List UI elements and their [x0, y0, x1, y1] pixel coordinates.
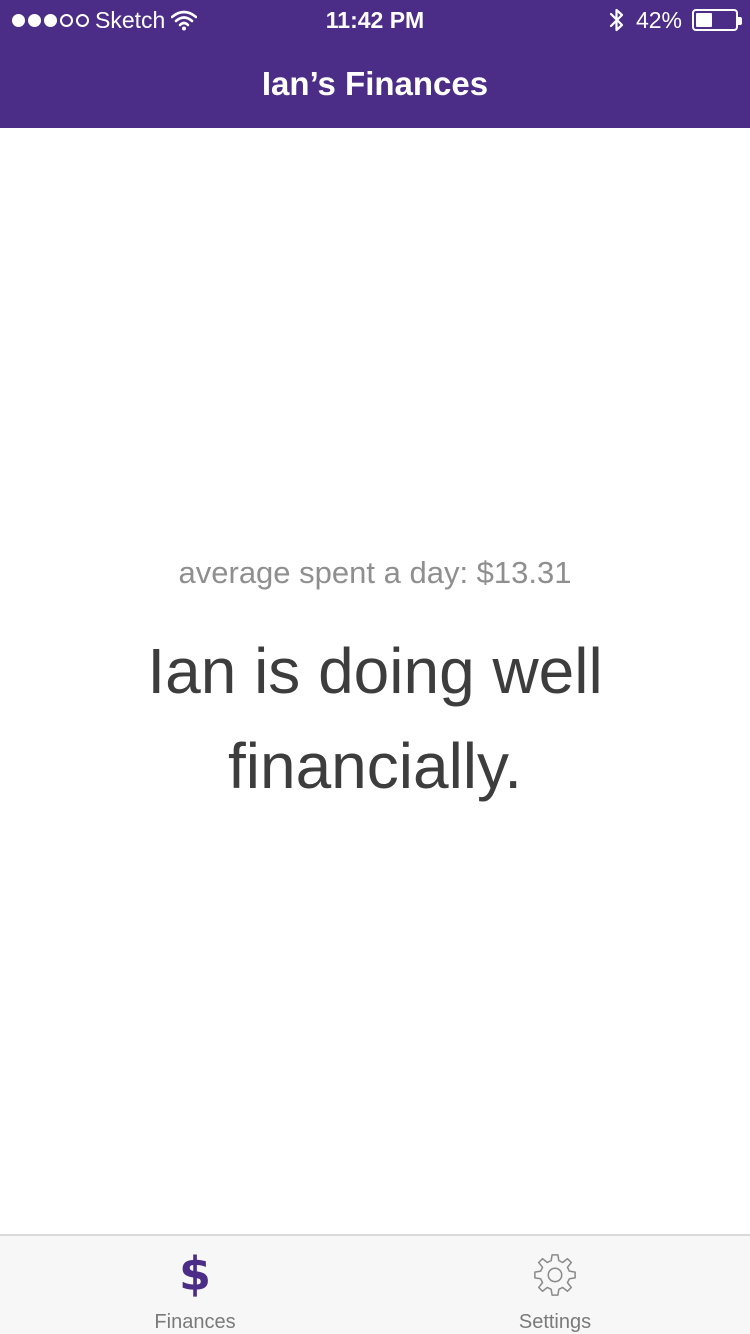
- status-time: 11:42 PM: [325, 7, 425, 33]
- dollar-icon: $: [178, 1247, 211, 1301]
- gear-icon: [532, 1248, 578, 1300]
- signal-dot: [60, 13, 73, 27]
- battery-percent: 42%: [635, 7, 682, 33]
- battery-tip: [738, 17, 742, 25]
- status-left: Sketch: [12, 6, 198, 34]
- battery-icon: [692, 9, 742, 31]
- app-header: Sketch 11:42 PM 42% Ia: [0, 0, 750, 128]
- battery-level-fill: [696, 13, 712, 27]
- tab-settings[interactable]: Settings: [380, 1236, 730, 1334]
- wifi-icon: [171, 10, 198, 31]
- carrier-name: Sketch: [95, 7, 166, 33]
- signal-dot: [28, 13, 41, 27]
- financial-status-message: Ian is doing well financially.: [147, 635, 603, 802]
- tab-finances[interactable]: $ Finances: [20, 1236, 370, 1334]
- finances-summary: average spent a day: $13.31 Ian is doing…: [0, 128, 750, 1234]
- tab-label: Finances: [154, 1311, 236, 1333]
- status-bar: Sketch 11:42 PM 42%: [0, 0, 750, 40]
- signal-dot: [12, 13, 25, 27]
- signal-strength-icon: [12, 13, 89, 27]
- signal-dot: [76, 13, 89, 27]
- signal-dot: [44, 13, 57, 27]
- status-right: 42%: [608, 6, 742, 34]
- tab-bar: $ Finances Settings: [0, 1234, 750, 1334]
- tab-label: Settings: [518, 1311, 592, 1333]
- average-spent-label: average spent a day: $13.31: [178, 555, 572, 590]
- bluetooth-icon: [609, 8, 624, 32]
- page-title: Ian’s Finances: [261, 65, 489, 102]
